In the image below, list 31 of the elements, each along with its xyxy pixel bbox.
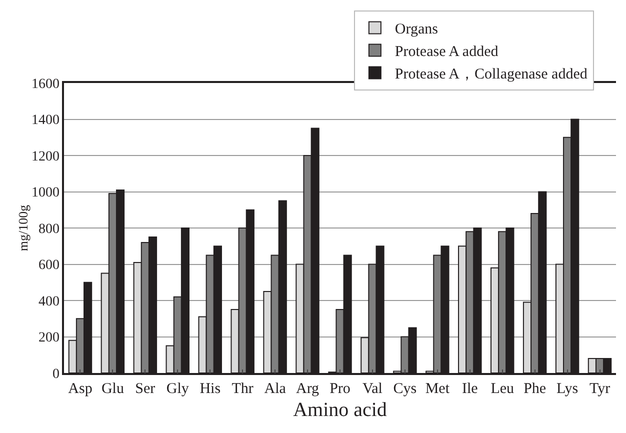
x-tick-label: Ala [264, 380, 286, 397]
x-tick-label: Glu [101, 380, 124, 397]
x-tick-label: Tyr [589, 380, 610, 397]
y-tick-label: 400 [38, 294, 60, 310]
x-tick-label: Ser [135, 380, 156, 397]
x-tick-label: Asp [68, 380, 92, 397]
legend-label: Organs [394, 22, 438, 38]
x-axis-title: Amino acid [293, 398, 387, 421]
x-tick-label: Lys [556, 380, 578, 397]
x-tick-label: His [200, 380, 221, 397]
y-tick-label: 0 [52, 366, 60, 382]
legend-label: Protease A added [394, 44, 499, 60]
x-tick-label: Cys [393, 380, 417, 397]
x-tick-label: Phe [524, 380, 546, 397]
x-tick-label: Pro [330, 380, 350, 397]
y-tick-label: 1000 [31, 186, 60, 201]
x-tick-label: Val [362, 380, 382, 397]
x-tick-label: Arg [296, 380, 320, 397]
y-axis-title: mg/100g [16, 204, 30, 252]
x-tick-label: Met [425, 380, 450, 397]
legend-label: Protease A，Collagenase added [394, 66, 588, 83]
y-tick-label: 1400 [31, 113, 60, 128]
x-tick-label: Thr [232, 380, 254, 397]
y-tick-label: 800 [38, 222, 60, 237]
y-tick-label: 1200 [31, 149, 60, 164]
x-tick-label: Gly [166, 380, 190, 397]
x-tick-label: Leu [490, 380, 515, 397]
x-tick-label: Ile [462, 380, 478, 397]
y-tick-label: 600 [38, 258, 60, 274]
y-tick-label: 200 [38, 330, 60, 346]
y-tick-label: 1600 [31, 76, 60, 92]
